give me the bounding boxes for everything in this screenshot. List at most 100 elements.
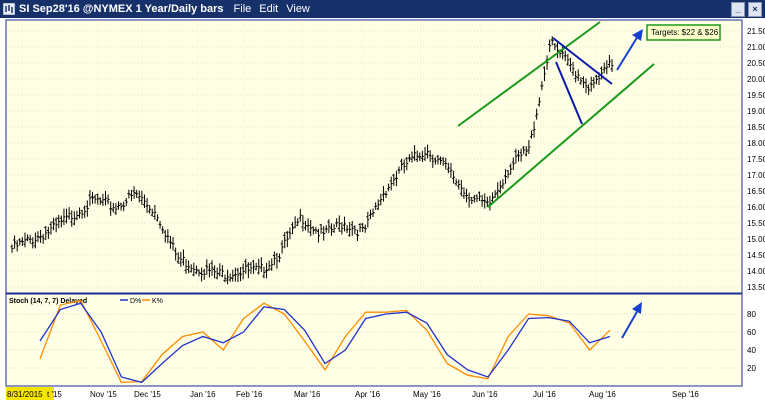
ohlc-bar xyxy=(192,262,196,277)
ohlc-bar xyxy=(161,226,165,234)
x-tick-label: Sep '16 xyxy=(672,390,699,399)
ohlc-bar xyxy=(293,216,297,229)
ohlc-bar xyxy=(98,197,102,205)
ohlc-bar xyxy=(485,196,489,208)
ohlc-bar xyxy=(426,144,430,159)
price-tick-label: 16.500 xyxy=(747,187,765,196)
ohlc-bar xyxy=(176,252,180,264)
x-tick-label: t '15 xyxy=(47,390,62,399)
minimize-button[interactable]: _ xyxy=(731,2,745,17)
ohlc-bar xyxy=(267,260,271,271)
ohlc-bar xyxy=(524,146,528,157)
price-tick-label: 18.000 xyxy=(747,139,765,148)
ohlc-bar xyxy=(566,53,570,66)
stoch-tick-label: 60 xyxy=(747,328,756,337)
ohlc-bar xyxy=(140,190,144,205)
ohlc-bar xyxy=(413,145,417,161)
ohlc-bar xyxy=(233,267,237,282)
ohlc-bar xyxy=(80,209,84,219)
ohlc-bar xyxy=(145,198,149,213)
ohlc-bar xyxy=(600,66,604,80)
targets-annotation: Targets: $22 & $26 xyxy=(651,28,719,37)
ohlc-bar xyxy=(179,251,183,267)
ohlc-bar xyxy=(366,211,370,228)
window-titlebar: SI Sep28'16 @NYMEX 1 Year/Daily bars Fil… xyxy=(0,0,765,18)
ohlc-bar xyxy=(319,223,323,234)
ohlc-bar xyxy=(535,108,539,120)
price-panel xyxy=(5,19,743,294)
ohlc-bar xyxy=(407,154,411,162)
ohlc-bar xyxy=(298,208,302,222)
price-tick-label: 19.500 xyxy=(747,91,765,100)
ohlc-bar xyxy=(348,222,352,237)
ohlc-bar xyxy=(39,229,43,243)
ohlc-bar xyxy=(540,81,544,91)
ohlc-bar xyxy=(358,223,362,233)
menu-file[interactable]: File xyxy=(233,3,252,15)
x-tick-label: Jan '16 xyxy=(190,390,216,399)
ohlc-bar xyxy=(127,189,131,199)
x-tick-label: Nov '15 xyxy=(90,390,117,399)
stoch-panel xyxy=(5,293,743,387)
ohlc-bar xyxy=(470,197,474,205)
ohlc-bar xyxy=(231,269,235,282)
ohlc-bar xyxy=(555,42,559,59)
upside-arrow xyxy=(616,29,643,71)
ohlc-bar xyxy=(394,170,398,187)
ohlc-bar xyxy=(150,208,154,217)
ohlc-bar xyxy=(135,189,139,198)
ohlc-bar xyxy=(291,221,295,235)
ohlc-bar xyxy=(13,235,17,249)
ohlc-bar xyxy=(23,232,27,248)
ohlc-bar xyxy=(327,219,331,234)
price-tick-label: 14.500 xyxy=(747,251,765,260)
ohlc-bar xyxy=(93,194,97,204)
ohlc-bar xyxy=(527,140,531,155)
ohlc-bar xyxy=(278,253,282,263)
ohlc-bar xyxy=(236,267,240,283)
ohlc-bar xyxy=(465,188,469,203)
menu-view[interactable]: View xyxy=(286,3,310,15)
app-icon xyxy=(2,2,16,16)
flag-lower-line xyxy=(555,61,583,125)
ohlc-bar xyxy=(122,201,126,212)
price-tick-label: 20.000 xyxy=(747,75,765,84)
ohlc-bar xyxy=(210,260,214,276)
ohlc-bar xyxy=(171,237,175,251)
ohlc-bar xyxy=(96,193,100,205)
ohlc-bar xyxy=(392,173,396,186)
ohlc-bar xyxy=(155,214,159,222)
ohlc-bar xyxy=(36,231,40,243)
ohlc-bar xyxy=(20,237,24,246)
menu-edit[interactable]: Edit xyxy=(259,3,279,15)
ohlc-bar xyxy=(244,258,248,274)
ohlc-bar xyxy=(184,259,188,274)
price-bars xyxy=(10,36,614,285)
ohlc-bar xyxy=(454,178,458,186)
date-start-label: 8/31/2015 xyxy=(7,390,43,399)
ohlc-bar xyxy=(467,192,471,208)
ohlc-bar xyxy=(587,84,591,96)
ohlc-bar xyxy=(70,210,74,227)
ohlc-bar xyxy=(581,76,585,89)
x-tick-label: Mar '16 xyxy=(294,390,321,399)
ohlc-bar xyxy=(522,145,526,155)
window-title: SI Sep28'16 @NYMEX 1 Year/Daily bars xyxy=(19,3,224,15)
ohlc-bar xyxy=(506,169,510,179)
stoch-tick-label: 40 xyxy=(747,346,756,355)
ohlc-bar xyxy=(33,232,37,249)
ohlc-bar xyxy=(114,203,118,215)
close-button[interactable]: × xyxy=(748,2,762,17)
ohlc-bar xyxy=(181,249,185,266)
ohlc-bar xyxy=(254,262,258,271)
ohlc-bar xyxy=(228,273,232,282)
ohlc-bar xyxy=(301,215,305,232)
x-tick-label: May '16 xyxy=(413,390,441,399)
ohlc-bar xyxy=(168,236,172,249)
ohlc-bar xyxy=(262,266,266,279)
stoch-d-line xyxy=(39,302,611,384)
ohlc-bar xyxy=(104,191,108,206)
ohlc-bar xyxy=(550,36,554,46)
ohlc-bar xyxy=(402,159,406,174)
ohlc-bar xyxy=(340,222,344,235)
